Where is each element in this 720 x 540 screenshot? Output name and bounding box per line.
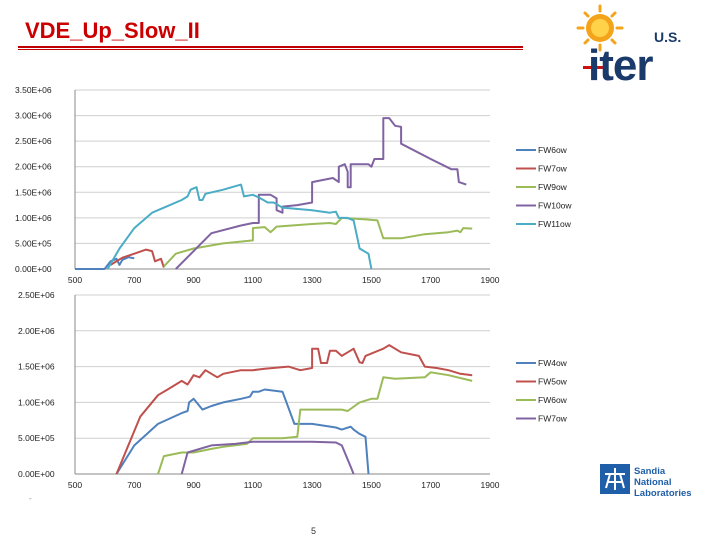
bottom-series-fw4ow <box>115 388 370 475</box>
bottom-y-tick-label: 5.00E+05 <box>18 433 55 443</box>
page-number: 5 <box>311 526 317 536</box>
top-x-tick-label: 1500 <box>362 275 381 285</box>
iter-logo: iter U.S. <box>576 4 681 90</box>
sandia-line-3: Laboratories <box>634 488 692 499</box>
top-legend-label: FW11ow <box>538 219 572 229</box>
stray-mark: - <box>29 494 32 503</box>
top-y-tick-label: 3.00E+06 <box>15 111 52 121</box>
top-legend-label: FW6ow <box>538 145 568 155</box>
top-x-tick-label: 1900 <box>481 275 500 285</box>
bottom-y-tick-label: 1.50E+06 <box>18 362 55 372</box>
bottom-y-tick-label: 2.00E+06 <box>18 326 55 336</box>
top-y-tick-label: 1.50E+06 <box>15 187 52 197</box>
bottom-y-tick-label: 0.00E+00 <box>18 469 55 479</box>
iter-us-text: U.S. <box>654 29 681 45</box>
bottom-y-tick-label: 2.50E+06 <box>18 290 55 300</box>
top-legend-label: FW7ow <box>538 164 568 174</box>
top-series-fw7ow <box>110 248 165 268</box>
iter-sun-icon <box>576 4 624 52</box>
top-y-tick-label: 2.50E+06 <box>15 136 52 146</box>
bottom-x-tick-label: 1900 <box>481 480 500 490</box>
top-series-fw11ow <box>106 183 373 270</box>
top-y-tick-label: 1.00E+06 <box>15 213 52 223</box>
bottom-x-tick-label: 700 <box>127 480 141 490</box>
bottom-series-fw6ow <box>157 371 473 475</box>
title-underline-thin <box>18 49 523 50</box>
bottom-x-tick-label: 500 <box>68 480 82 490</box>
bottom-x-tick-label: 1300 <box>303 480 322 490</box>
sandia-logo: Sandia National Laboratories <box>600 464 692 499</box>
top-x-tick-label: 500 <box>68 275 82 285</box>
top-x-tick-label: 900 <box>186 275 200 285</box>
top-legend-label: FW10ow <box>538 201 572 211</box>
sandia-line-2: National <box>634 477 671 488</box>
top-y-tick-label: 0.00E+00 <box>15 264 52 274</box>
bottom-series-fw7ow <box>180 440 355 475</box>
chart-top: 0.00E+00 5.00E+05 1.00E+06 1.50E+06 2.00E+06… <box>15 85 572 285</box>
bottom-x-tick-label: 1100 <box>244 480 263 490</box>
bottom-y-tick-label: 1.00E+06 <box>18 397 55 407</box>
top-x-tick-label: 1300 <box>303 275 322 285</box>
bottom-legend-label: FW7ow <box>538 414 568 424</box>
iter-logo-text: iter <box>588 41 653 90</box>
top-series-fw10ow <box>175 117 467 270</box>
top-y-tick-label: 2.00E+06 <box>15 162 52 172</box>
sandia-line-1: Sandia <box>634 466 666 477</box>
top-legend-label: FW9ow <box>538 182 568 192</box>
top-y-tick-label: 3.50E+06 <box>15 85 52 95</box>
top-series-fw6ow <box>75 256 135 270</box>
bottom-x-tick-label: 1700 <box>421 480 440 490</box>
logo-accent-bar <box>583 66 603 69</box>
top-x-tick-label: 700 <box>127 275 141 285</box>
top-series-fw9ow <box>163 216 473 268</box>
bottom-legend-label: FW5ow <box>538 377 568 387</box>
bottom-x-tick-label: 1500 <box>362 480 381 490</box>
bottom-series-fw5ow <box>115 344 473 475</box>
title-underline <box>18 46 523 48</box>
chart-bottom: 0.00E+00 5.00E+05 1.00E+06 1.50E+06 2.00E+06… <box>18 290 568 490</box>
bottom-legend-label: FW6ow <box>538 395 568 405</box>
top-y-tick-label: 5.00E+05 <box>15 238 52 248</box>
top-x-tick-label: 1100 <box>244 275 263 285</box>
bottom-x-tick-label: 900 <box>186 480 200 490</box>
bottom-legend-label: FW4ow <box>538 358 568 368</box>
top-x-tick-label: 1700 <box>421 275 440 285</box>
slide-title: VDE_Up_Slow_II <box>25 18 200 43</box>
